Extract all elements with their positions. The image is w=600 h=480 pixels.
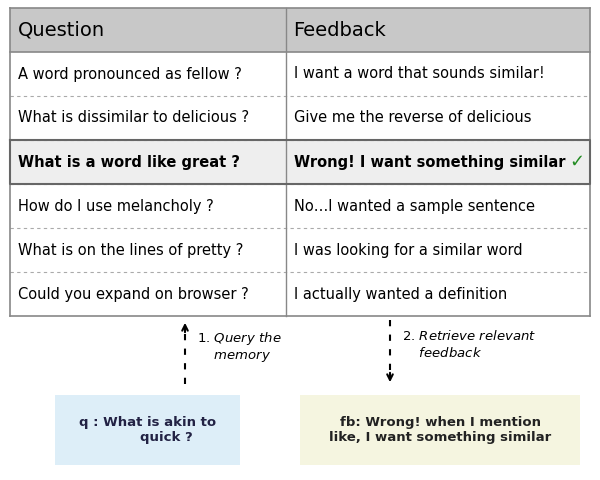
FancyBboxPatch shape (300, 395, 580, 465)
Text: Feedback: Feedback (293, 21, 386, 39)
FancyBboxPatch shape (10, 228, 590, 272)
FancyBboxPatch shape (10, 8, 590, 52)
Text: I actually wanted a definition: I actually wanted a definition (293, 287, 507, 301)
Text: 1. $\it{Query\ the}$
    $\it{memory}$: 1. $\it{Query\ the}$ $\it{memory}$ (197, 330, 281, 364)
Text: Could you expand on browser ?: Could you expand on browser ? (18, 287, 249, 301)
Text: Give me the reverse of delicious: Give me the reverse of delicious (293, 110, 531, 125)
FancyBboxPatch shape (10, 184, 590, 228)
FancyBboxPatch shape (10, 96, 590, 140)
Text: Wrong! I want something similar: Wrong! I want something similar (293, 155, 565, 169)
Text: ✓: ✓ (569, 153, 584, 171)
FancyBboxPatch shape (10, 272, 590, 316)
Text: I was looking for a similar word: I was looking for a similar word (293, 242, 522, 257)
FancyBboxPatch shape (10, 52, 590, 96)
Text: How do I use melancholy ?: How do I use melancholy ? (18, 199, 214, 214)
Text: fb: Wrong! when I mention
like, I want something similar: fb: Wrong! when I mention like, I want s… (329, 416, 551, 444)
FancyBboxPatch shape (10, 140, 590, 184)
Text: I want a word that sounds similar!: I want a word that sounds similar! (293, 67, 544, 82)
Text: A word pronounced as fellow ?: A word pronounced as fellow ? (18, 67, 242, 82)
Text: What is on the lines of pretty ?: What is on the lines of pretty ? (18, 242, 244, 257)
Text: What is a word like great ?: What is a word like great ? (18, 155, 240, 169)
FancyBboxPatch shape (55, 395, 240, 465)
Text: 2. $\it{Retrieve\ relevant}$
    $\it{feedback}$: 2. $\it{Retrieve\ relevant}$ $\it{feedba… (402, 329, 536, 360)
Text: q : What is akin to
        quick ?: q : What is akin to quick ? (79, 416, 216, 444)
Text: No…I wanted a sample sentence: No…I wanted a sample sentence (293, 199, 535, 214)
Text: What is dissimilar to delicious ?: What is dissimilar to delicious ? (18, 110, 249, 125)
Text: Question: Question (18, 21, 105, 39)
